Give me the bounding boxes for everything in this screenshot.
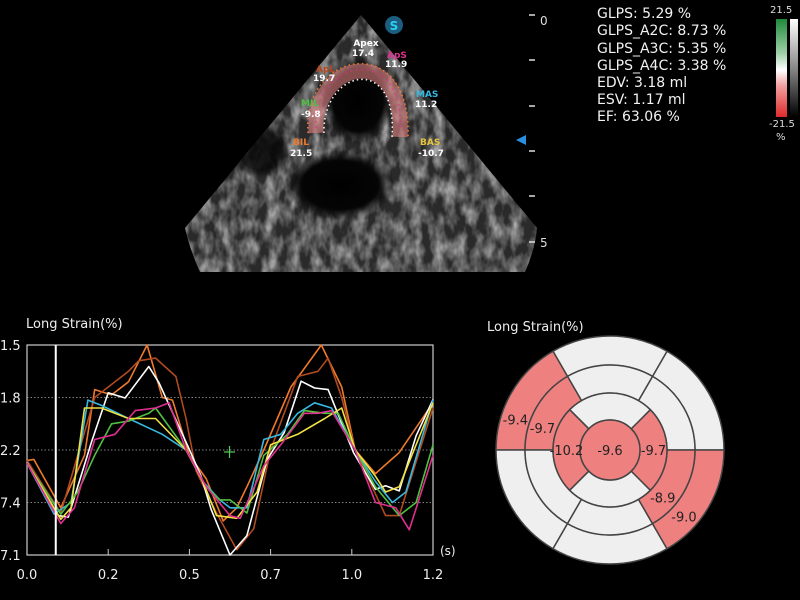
y-tick-label: 7.4 — [0, 497, 21, 512]
bullseye-value: -10.2 — [550, 444, 584, 459]
x-tick-label: 0.2 — [98, 568, 119, 583]
echo-image[interactable]: S Apex 17.4 ApS 11.9 ApL 19.7 MIL -9.8 M… — [0, 0, 560, 300]
stat-edv: EDV: 3.18 ml — [597, 75, 688, 91]
segment-name: BIL — [293, 138, 309, 148]
x-tick-label: 0.7 — [260, 568, 281, 583]
bullseye-chart[interactable]: Long Strain(%) -9.4 -9.0 -9.7 -8.9 -9.7 -10.2… — [480, 310, 760, 590]
strain-series-5 — [26, 407, 434, 517]
y-tick-label: 1.8 — [0, 392, 21, 407]
svg-text:S: S — [390, 19, 399, 33]
segment-name: ApL — [316, 65, 335, 75]
stat-glps-a3c: GLPS_A3C: 5.35 % — [597, 41, 727, 57]
depth-label-bottom: 5 — [540, 236, 548, 250]
stat-esv: ESV: 1.17 ml — [597, 92, 686, 108]
strain-series-4 — [26, 399, 434, 515]
stat-glps-a4c: GLPS_A4C: 3.38 % — [597, 58, 727, 74]
segment-name: ApS — [387, 51, 407, 61]
bullseye-value: -8.9 — [650, 492, 675, 507]
segment-value: -9.8 — [301, 110, 321, 120]
segment-value: 11.9 — [385, 60, 407, 70]
segment-value: 11.2 — [415, 100, 437, 110]
strain-series-7 — [26, 402, 434, 531]
bullseye-value: -9.4 — [503, 413, 528, 428]
segment-value: 21.5 — [290, 149, 312, 159]
strain-curve-chart[interactable]: Long Strain(%) 7.1 7.4 2.2 1.8 1.5 0.0 0.2 0.5… — [0, 300, 460, 600]
segment-value: 19.7 — [313, 74, 335, 84]
colorbar-gray-gradient — [790, 19, 798, 117]
depth-label-top: 0 — [540, 14, 548, 28]
lv-tracking-contour[interactable] — [307, 63, 409, 138]
bullseye-segment-apex-1[interactable] — [579, 419, 641, 481]
y-tick-label: 1.5 — [0, 339, 21, 354]
stat-glps: GLPS: 5.29 % — [597, 6, 692, 22]
colorbar-min: -21.5 — [769, 119, 795, 130]
depth-scale — [529, 14, 535, 243]
segment-value: -10.7 — [418, 149, 444, 159]
x-tick-label: 0.0 — [17, 568, 38, 583]
x-tick-label: 1.0 — [341, 568, 362, 583]
bullseye-value: -9.7 — [641, 444, 666, 459]
focus-marker-icon[interactable] — [516, 135, 526, 145]
segment-name: BAS — [420, 138, 440, 148]
colorbar-strain-gradient — [776, 19, 787, 117]
colorbar-max: 21.5 — [770, 5, 793, 16]
stat-glps-a2c: GLPS_A2C: 8.73 % — [597, 23, 727, 39]
y-tick-label: 2.2 — [0, 444, 21, 459]
strain-series-6 — [26, 402, 434, 521]
chart-title: Long Strain(%) — [26, 317, 123, 332]
colorbar-unit: % — [776, 132, 786, 143]
crosshair-icon — [224, 446, 235, 458]
segment-labels: Apex 17.4 ApS 11.9 ApL 19.7 MIL -9.8 MAS… — [290, 39, 444, 159]
x-axis-label: (s) — [440, 544, 456, 558]
bullseye-title: Long Strain(%) — [487, 320, 584, 335]
segment-name: MIL — [301, 99, 319, 109]
segment-value: 17.4 — [352, 49, 374, 59]
x-tick-label: 0.5 — [179, 568, 200, 583]
segment-name: Apex — [353, 39, 379, 49]
bullseye-value: -9.6 — [597, 444, 622, 459]
bullseye-value: -9.0 — [671, 511, 696, 526]
segment-name: MAS — [416, 90, 438, 100]
y-tick-label: 7.1 — [0, 549, 21, 564]
logo-icon: S — [385, 16, 403, 34]
bullseye-value: -9.7 — [530, 422, 555, 437]
stat-ef: EF: 63.06 % — [597, 109, 680, 125]
x-tick-label: 1.2 — [423, 568, 444, 583]
